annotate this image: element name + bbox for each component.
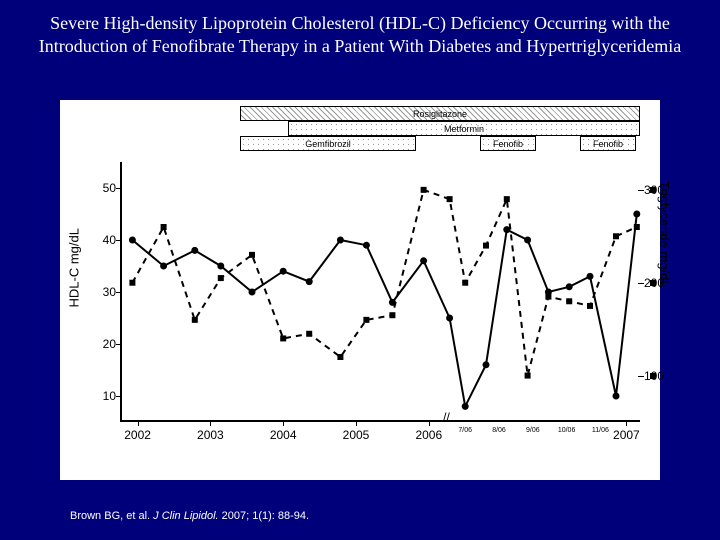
- circle-marker: [306, 278, 313, 285]
- xtick-year: 2007: [613, 428, 640, 442]
- square-marker: [545, 294, 551, 300]
- xtick-mark: [283, 420, 284, 426]
- xtick-year: 2005: [343, 428, 370, 442]
- square-marker: [447, 196, 453, 202]
- square-marker: [525, 373, 531, 379]
- square-marker: [566, 298, 572, 304]
- citation-authors: Brown BG, et al.: [70, 510, 153, 522]
- med-bar-fenofib1: Fenofib: [480, 136, 536, 151]
- ytick-left: 50: [92, 181, 116, 195]
- square-marker: [389, 312, 395, 318]
- square-marker: [462, 280, 468, 286]
- square-marker: [634, 224, 640, 230]
- med-bar-gemfibrozil: Gemfibrozil: [240, 136, 416, 151]
- square-icon: [650, 280, 656, 286]
- citation: Brown BG, et al. J Clin Lipidol. 2007; 1…: [70, 510, 309, 522]
- square-marker: [249, 252, 255, 258]
- med-bar-fenofib2: Fenofib: [580, 136, 636, 151]
- y-axis-left-label: HDL-C mg/dL: [67, 228, 82, 307]
- ytick-left: 40: [92, 233, 116, 247]
- circle-marker: [524, 237, 531, 244]
- square-icon: [650, 373, 656, 379]
- circle-marker: [363, 242, 370, 249]
- square-icon: [650, 187, 656, 193]
- plot-area: // 1020304050100200300200220032004200520…: [120, 162, 640, 422]
- axis-break: //: [443, 410, 450, 424]
- circle-marker: [280, 268, 287, 275]
- xtick-year: 2003: [197, 428, 224, 442]
- xtick-month: 8/06: [492, 427, 506, 434]
- xtick-mark: [210, 420, 211, 426]
- citation-journal: J Clin Lipidol.: [153, 510, 218, 522]
- circle-marker: [389, 299, 396, 306]
- xtick-year: 2006: [415, 428, 442, 442]
- med-bar-rosiglitazone: Rosiglitazone: [240, 106, 640, 121]
- series-svg: [122, 162, 642, 422]
- circle-marker: [446, 315, 453, 322]
- xtick-mark: [138, 420, 139, 426]
- ytick-left: 20: [92, 337, 116, 351]
- square-marker: [218, 275, 224, 281]
- circle-marker: [613, 393, 620, 400]
- square-marker: [192, 317, 198, 323]
- square-marker: [587, 303, 593, 309]
- circle-marker: [462, 403, 469, 410]
- circle-marker: [587, 273, 594, 280]
- xtick-mark: [429, 420, 430, 426]
- page-title: Severe High-density Lipoprotein Choleste…: [0, 0, 720, 63]
- xtick-year: 2002: [124, 428, 151, 442]
- y-axis-right-label: Triglyceride mg/dL: [657, 181, 672, 287]
- circle-marker: [160, 263, 167, 270]
- square-marker: [129, 280, 135, 286]
- ytick-left: 30: [92, 285, 116, 299]
- circle-marker: [217, 263, 224, 270]
- circle-marker: [483, 361, 490, 368]
- xtick-mark: [626, 420, 627, 426]
- circle-marker: [503, 226, 510, 233]
- series-line: [132, 190, 636, 376]
- series-line: [132, 214, 636, 406]
- xtick-mark: [356, 420, 357, 426]
- circle-marker: [337, 237, 344, 244]
- xtick-month: 10/06: [558, 427, 576, 434]
- square-marker: [161, 224, 167, 230]
- chart-panel: RosiglitazoneMetforminGemfibrozil Fenofib…: [60, 100, 660, 480]
- circle-marker: [633, 211, 640, 218]
- xtick-month: 11/06: [592, 427, 609, 434]
- circle-marker: [566, 283, 573, 290]
- square-marker: [337, 354, 343, 360]
- square-marker: [483, 243, 489, 249]
- ytick-right: 100: [644, 369, 670, 383]
- square-marker: [504, 196, 510, 202]
- circle-marker: [249, 289, 256, 296]
- xtick-year: 2004: [270, 428, 297, 442]
- xtick-month: 9/06: [526, 427, 540, 434]
- circle-marker: [420, 257, 427, 264]
- citation-ref: 2007; 1(1): 88-94.: [222, 510, 309, 522]
- square-marker: [421, 187, 427, 193]
- circle-marker: [129, 237, 136, 244]
- circle-marker: [191, 247, 198, 254]
- square-marker: [613, 233, 619, 239]
- med-bar-metformin: Metformin: [288, 121, 640, 136]
- ytick-left: 10: [92, 389, 116, 403]
- xtick-month: 7/06: [458, 427, 472, 434]
- square-marker: [280, 335, 286, 341]
- square-marker: [306, 331, 312, 337]
- square-marker: [363, 317, 369, 323]
